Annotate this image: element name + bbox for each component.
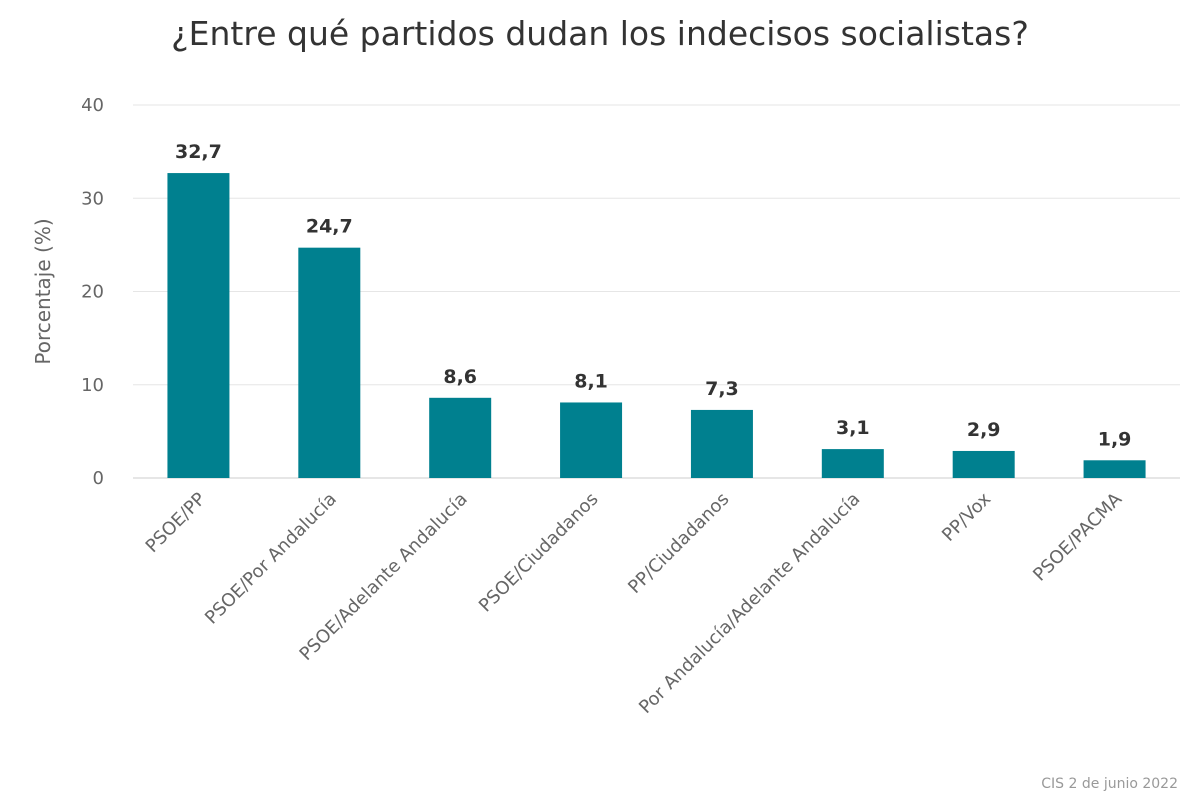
data-labels: 32,7 24,7 8,6 8,1 7,3 3,1 2,9 1,9 xyxy=(175,141,1131,450)
data-label: 24,7 xyxy=(306,216,353,238)
y-tick-label: 0 xyxy=(93,468,104,489)
credits: CIS 2 de junio 2022 xyxy=(1041,776,1178,792)
bar[interactable] xyxy=(1083,460,1146,478)
x-category-label: PSOE/PACMA xyxy=(1029,488,1126,585)
gridlines xyxy=(133,104,1180,479)
x-category-label: PSOE/PP xyxy=(142,489,210,557)
y-tick-label: 40 xyxy=(81,95,104,116)
chart-title: ¿Entre qué partidos dudan los indecisos … xyxy=(171,14,1029,53)
y-tick-label: 30 xyxy=(81,188,104,209)
x-category-label: Por Andalucía/Adelante Andalucía xyxy=(635,489,864,718)
bars xyxy=(167,173,1146,478)
data-label: 3,1 xyxy=(836,417,870,439)
y-tick-label: 20 xyxy=(81,282,104,303)
data-label: 7,3 xyxy=(705,378,739,400)
bar[interactable] xyxy=(690,409,753,478)
x-category-label: PP/Vox xyxy=(938,488,995,545)
y-axis-ticks: 0 10 20 30 40 xyxy=(81,95,104,489)
bar[interactable] xyxy=(952,450,1015,478)
bar[interactable] xyxy=(429,397,492,478)
data-label: 32,7 xyxy=(175,141,222,163)
bar[interactable] xyxy=(560,402,623,478)
bar[interactable] xyxy=(167,173,230,478)
x-category-label: PSOE/Ciudadanos xyxy=(475,489,603,617)
y-axis-title: Porcentaje (%) xyxy=(31,218,55,364)
y-tick-label: 10 xyxy=(81,375,104,396)
x-category-label: PSOE/Por Andalucía xyxy=(201,489,341,629)
data-label: 2,9 xyxy=(967,419,1001,441)
bar[interactable] xyxy=(298,247,361,478)
bar[interactable] xyxy=(821,449,884,478)
data-label: 8,6 xyxy=(443,366,477,388)
data-label: 1,9 xyxy=(1098,428,1132,450)
data-label: 8,1 xyxy=(574,370,608,392)
x-category-label: PP/Ciudadanos xyxy=(624,489,733,598)
